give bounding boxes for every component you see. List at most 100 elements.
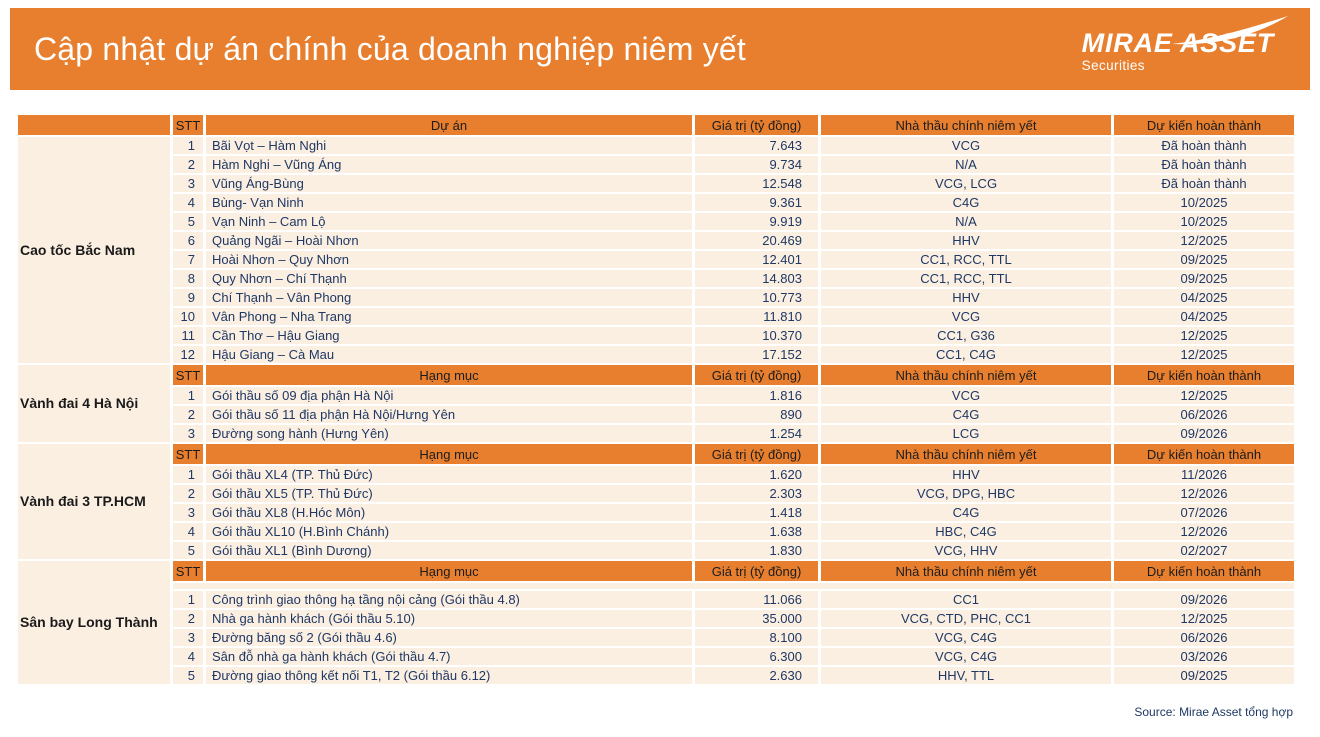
project-value: 8.100: [695, 629, 818, 646]
row-index: 10: [173, 308, 203, 325]
project-contractors: CC1, RCC, TTL: [821, 251, 1111, 268]
project-contractors: VCG: [821, 308, 1111, 325]
table-row: 1 Công trình giao thông hạ tầng nội cảng …: [18, 591, 1294, 608]
project-contractors: VCG, C4G: [821, 648, 1111, 665]
row-index: 7: [173, 251, 203, 268]
project-value: 1.830: [695, 542, 818, 559]
project-contractors: LCG: [821, 425, 1111, 442]
table-row: 11 Cần Thơ – Hậu Giang 10.370 CC1, G36 12/20…: [18, 327, 1294, 344]
project-completion: 10/2025: [1114, 194, 1294, 211]
project-completion: 12/2025: [1114, 232, 1294, 249]
project-value: 10.370: [695, 327, 818, 344]
project-name: Gói thầu XL5 (TP. Thủ Đức): [206, 485, 692, 502]
table-row: 5 Đường giao thông kết nối T1, T2 (Gói th…: [18, 667, 1294, 684]
row-index: 5: [173, 542, 203, 559]
project-value: 9.361: [695, 194, 818, 211]
project-completion: 12/2025: [1114, 346, 1294, 363]
project-value: 20.469: [695, 232, 818, 249]
table-row: 8 Quy Nhơn – Chí Thạnh 14.803 CC1, RCC, TTL…: [18, 270, 1294, 287]
table-row: 12 Hậu Giang – Cà Mau 17.152 CC1, C4G 12/202…: [18, 346, 1294, 363]
project-contractors: VCG, C4G: [821, 629, 1111, 646]
table-row: 3 Đường song hành (Hưng Yên) 1.254 LCG 09/20…: [18, 425, 1294, 442]
project-completion: 03/2026: [1114, 648, 1294, 665]
project-name: Vân Phong – Nha Trang: [206, 308, 692, 325]
col-header-completion: Dự kiến hoàn thành: [1114, 365, 1294, 385]
group-label-cao-toc-bac-nam: Cao tốc Bắc Nam: [18, 137, 170, 363]
col-header-completion: Dự kiến hoàn thành: [1114, 444, 1294, 464]
row-index: 3: [173, 425, 203, 442]
project-name: Hàm Nghi – Vũng Áng: [206, 156, 692, 173]
project-name: Gói thầu XL1 (Bình Dương): [206, 542, 692, 559]
row-index: 1: [173, 387, 203, 404]
project-completion: 12/2025: [1114, 327, 1294, 344]
project-name: Hoài Nhơn – Quy Nhơn: [206, 251, 692, 268]
group-label-vanh-dai-4-ha-noi: Vành đai 4 Hà Nội: [18, 365, 170, 442]
project-contractors: HHV: [821, 289, 1111, 306]
project-name: Bãi Vọt – Hàm Nghi: [206, 137, 692, 154]
project-contractors: VCG, DPG, HBC: [821, 485, 1111, 502]
project-value: 17.152: [695, 346, 818, 363]
project-value: 1.638: [695, 523, 818, 540]
project-contractors: HHV: [821, 232, 1111, 249]
project-completion: 09/2025: [1114, 270, 1294, 287]
project-contractors: C4G: [821, 504, 1111, 521]
project-contractors: CC1, RCC, TTL: [821, 270, 1111, 287]
table-row: 4 Bùng- Vạn Ninh 9.361 C4G 10/2025: [18, 194, 1294, 211]
project-completion: 02/2027: [1114, 542, 1294, 559]
project-contractors: C4G: [821, 406, 1111, 423]
table-row: 7 Hoài Nhơn – Quy Nhơn 12.401 CC1, RCC, TTL…: [18, 251, 1294, 268]
project-name: Nhà ga hành khách (Gói thầu 5.10): [206, 610, 692, 627]
row-index: 1: [173, 466, 203, 483]
spacer-cell: [173, 583, 1294, 589]
col-header-contractor: Nhà thầu chính niêm yết: [821, 561, 1111, 581]
group-label-vanh-dai-3-tphcm: Vành đai 3 TP.HCM: [18, 444, 170, 559]
project-contractors: N/A: [821, 156, 1111, 173]
col-header-stt: STT: [173, 561, 203, 581]
table-row: 3 Đường băng số 2 (Gói thầu 4.6) 8.100 VCG,…: [18, 629, 1294, 646]
table-row: 3 Gói thầu XL8 (H.Hóc Môn) 1.418 C4G 07/2026: [18, 504, 1294, 521]
row-index: 1: [173, 591, 203, 608]
project-contractors: HHV, TTL: [821, 667, 1111, 684]
col-header-project: Hạng mục: [206, 561, 692, 581]
row-index: 2: [173, 406, 203, 423]
project-completion: 07/2026: [1114, 504, 1294, 521]
project-name: Vạn Ninh – Cam Lộ: [206, 213, 692, 230]
project-value: 7.643: [695, 137, 818, 154]
col-header-value: Giá trị (tỷ đồng): [695, 444, 818, 464]
project-name: Đường giao thông kết nối T1, T2 (Gói thầ…: [206, 667, 692, 684]
table-row: 1 Gói thầu XL4 (TP. Thủ Đức) 1.620 HHV 11/20…: [18, 466, 1294, 483]
section-header-row: Vành đai 4 Hà Nội STT Hạng mục Giá trị (…: [18, 365, 1294, 442]
project-completion: 12/2025: [1114, 610, 1294, 627]
project-contractors: VCG, LCG: [821, 175, 1111, 192]
project-value: 2.303: [695, 485, 818, 502]
project-name: Bùng- Vạn Ninh: [206, 194, 692, 211]
col-header-contractor: Nhà thầu chính niêm yết: [821, 444, 1111, 464]
project-value: 12.548: [695, 175, 818, 192]
title-bar: Cập nhật dự án chính của doanh nghiệp ni…: [10, 8, 1310, 90]
project-completion: 06/2026: [1114, 406, 1294, 423]
project-contractors: VCG, CTD, PHC, CC1: [821, 610, 1111, 627]
project-contractors: HHV: [821, 466, 1111, 483]
project-value: 1.254: [695, 425, 818, 442]
project-name: Đường song hành (Hưng Yên): [206, 425, 692, 442]
project-name: Vũng Áng-Bùng: [206, 175, 692, 192]
project-completion: 04/2025: [1114, 289, 1294, 306]
row-index: 4: [173, 194, 203, 211]
table-row: 4 Sân đỗ nhà ga hành khách (Gói thầu 4.7)…: [18, 648, 1294, 665]
logo-sub-text: Securities: [1081, 58, 1145, 73]
row-index: 4: [173, 648, 203, 665]
source-note: Source: Mirae Asset tổng hợp: [1134, 705, 1293, 719]
col-header-stt: STT: [173, 115, 203, 135]
project-value: 2.630: [695, 667, 818, 684]
table-row: 2 Gói thầu số 11 địa phận Hà Nội/Hưng Yên…: [18, 406, 1294, 423]
col-header-contractor: Nhà thầu chính niêm yết: [821, 365, 1111, 385]
row-index: 4: [173, 523, 203, 540]
row-index: 3: [173, 175, 203, 192]
project-name: Gói thầu XL10 (H.Bình Chánh): [206, 523, 692, 540]
table-row: 2 Hàm Nghi – Vũng Áng 9.734 N/A Đã hoàn thàn…: [18, 156, 1294, 173]
row-index: 8: [173, 270, 203, 287]
project-contractors: VCG: [821, 137, 1111, 154]
table-row: 1 Gói thầu số 09 địa phận Hà Nội 1.816 VCG 1…: [18, 387, 1294, 404]
project-completion: 04/2025: [1114, 308, 1294, 325]
